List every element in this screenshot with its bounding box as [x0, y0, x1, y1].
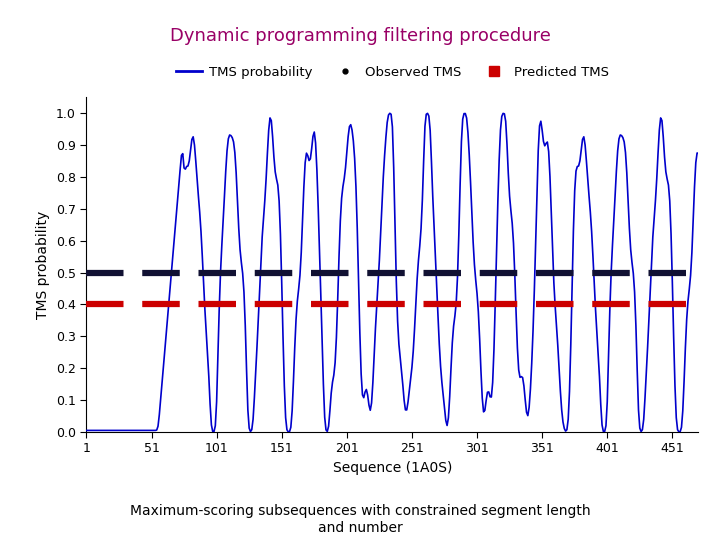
X-axis label: Sequence (1A0S): Sequence (1A0S)	[333, 461, 452, 475]
Legend: TMS probability, Observed TMS, Predicted TMS: TMS probability, Observed TMS, Predicted…	[171, 60, 614, 84]
Text: Maximum-scoring subsequences with constrained segment length
and number: Maximum-scoring subsequences with constr…	[130, 504, 590, 535]
Y-axis label: TMS probability: TMS probability	[37, 211, 50, 319]
Text: Dynamic programming filtering procedure: Dynamic programming filtering procedure	[170, 27, 550, 45]
